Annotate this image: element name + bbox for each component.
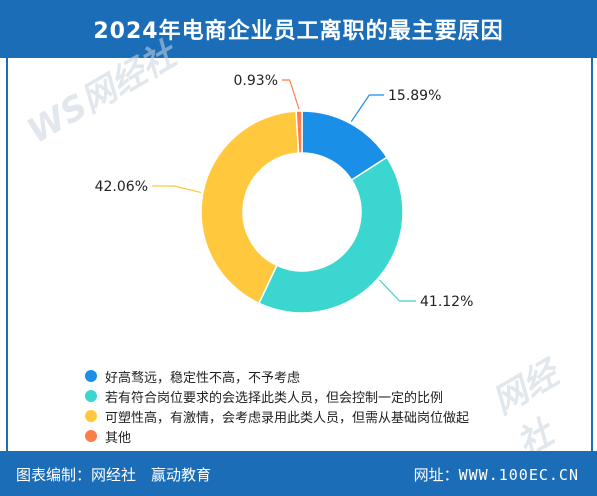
footer-url-block: 网址：WWW.100EC.CN: [414, 464, 579, 485]
legend-marker-2: [85, 390, 97, 402]
legend-label-3: 可塑性高，有激情，会考虑录用此类人员，但需从基础岗位做起: [105, 410, 470, 426]
leader-line-3: [152, 185, 202, 194]
data-label-3: 42.06%: [95, 179, 148, 195]
chart-title-bar: 2024年电商企业员工离职的最主要原因: [0, 0, 597, 58]
legend-item-2: 若有符合岗位要求的会选择此类人员，但会控制一定的比例: [85, 386, 469, 406]
legend-item-1: 好高骛远，稳定性不高，不予考虑: [85, 366, 469, 386]
footer-url-label: 网址：: [413, 466, 459, 484]
chart-title: 2024年电商企业员工离职的最主要原因: [93, 19, 504, 44]
donut-slice-4: [295, 110, 303, 154]
donut-slice-3: [200, 110, 300, 305]
footer-editor: 图表编制：网经社 赢动教育: [16, 466, 212, 484]
data-label-4: 0.93%: [234, 73, 278, 89]
footer-url[interactable]: WWW.100EC.CN: [458, 466, 579, 484]
data-label-1: 15.89%: [388, 88, 441, 104]
legend-marker-4: [85, 430, 97, 442]
donut-slice-2: [257, 156, 404, 314]
legend-item-4: 其他: [85, 426, 469, 446]
leader-line-1: [350, 94, 384, 122]
legend-marker-3: [85, 410, 97, 422]
footer-bar: 图表编制：网经社 赢动教育 网址：WWW.100EC.CN: [0, 451, 597, 496]
legend-label-2: 若有符合岗位要求的会选择此类人员，但会控制一定的比例: [105, 390, 444, 406]
leader-line-2: [379, 279, 416, 302]
legend-item-3: 可塑性高，有激情，会考虑录用此类人员，但需从基础岗位做起: [85, 406, 469, 426]
legend-label-4: 其他: [105, 430, 132, 446]
legend-marker-1: [85, 370, 97, 382]
legend-label-1: 好高骛远，稳定性不高，不予考虑: [105, 370, 301, 386]
data-label-2: 41.12%: [420, 294, 473, 310]
chart-legend: 好高骛远，稳定性不高，不予考虑若有符合岗位要求的会选择此类人员，但会控制一定的比…: [85, 366, 469, 446]
leader-line-4: [282, 79, 300, 110]
